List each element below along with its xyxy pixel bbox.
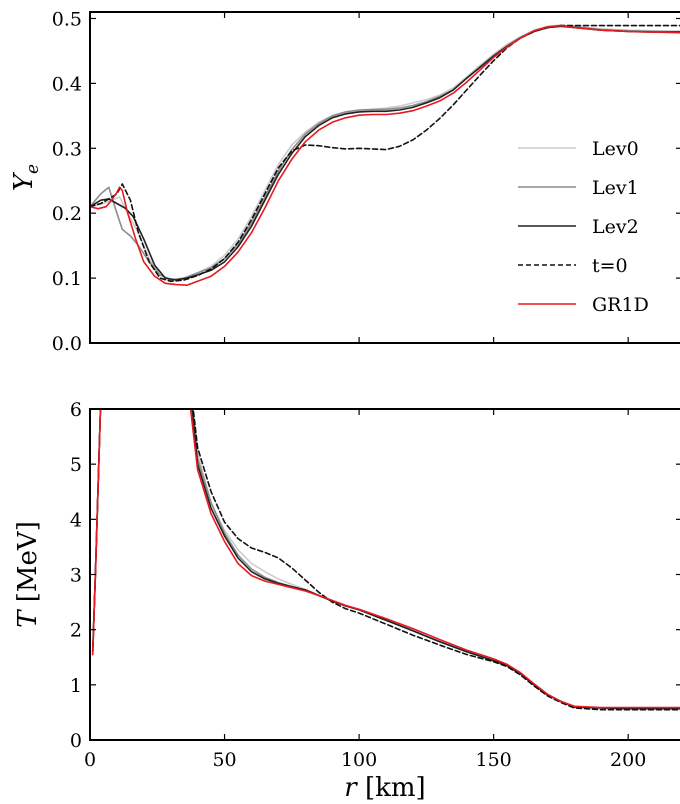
series-line-lev1 <box>91 409 680 710</box>
x-tick-label: 150 <box>476 749 512 771</box>
y-tick-label: 0.0 <box>52 333 82 355</box>
y-tick-label: 0.5 <box>52 8 82 30</box>
x-tick-label: 50 <box>212 749 236 771</box>
plot-frame <box>89 11 680 344</box>
legend: Lev0 Lev1 Lev2 t=0 GR1D <box>518 138 649 316</box>
legend-label: Lev2 <box>592 216 639 238</box>
series-line-gr1d <box>91 409 680 709</box>
y-tick-label: 5 <box>70 454 82 476</box>
plot-frame <box>89 408 680 741</box>
series-line-gr1d <box>90 24 680 286</box>
y-tick-label: 2 <box>70 620 82 642</box>
series-line-t0 <box>91 409 680 711</box>
y-tick-label: 6 <box>70 399 82 421</box>
series-line-lev2 <box>91 409 680 710</box>
y-tick-label: 4 <box>70 509 82 531</box>
temperature-panel: 0 50 100 150 200 0 1 2 3 4 5 6 T [MeV] r [km] <box>13 399 680 803</box>
x-tick-label: 0 <box>84 749 96 771</box>
y-tick-label: 0.2 <box>52 203 82 225</box>
x-tick-label: 100 <box>341 749 377 771</box>
x-axis-label: r [km] <box>344 773 425 803</box>
y-tick-label: 0.3 <box>52 138 82 160</box>
ye-panel: 0.0 0.1 0.2 0.3 0.4 0.5 Ye Lev0 Lev1 Lev2 t=0 GR1D <box>9 8 680 355</box>
legend-label: Lev1 <box>592 177 639 199</box>
y-axis-label: T [MeV] <box>13 521 43 628</box>
y-tick-label: 0 <box>70 730 82 752</box>
y-axis-label: Ye <box>9 164 43 191</box>
y-tick-label: 3 <box>70 565 82 587</box>
y-tick-label: 0.4 <box>52 73 82 95</box>
legend-label: t=0 <box>592 255 628 277</box>
legend-label: GR1D <box>592 294 649 316</box>
legend-label: Lev0 <box>592 138 639 160</box>
x-tick-label: 200 <box>610 749 646 771</box>
series-line-lev0 <box>91 409 680 710</box>
y-tick-label: 0.1 <box>52 268 82 290</box>
series-group <box>90 24 680 286</box>
series-group <box>91 409 680 711</box>
y-tick-label: 1 <box>70 675 82 697</box>
